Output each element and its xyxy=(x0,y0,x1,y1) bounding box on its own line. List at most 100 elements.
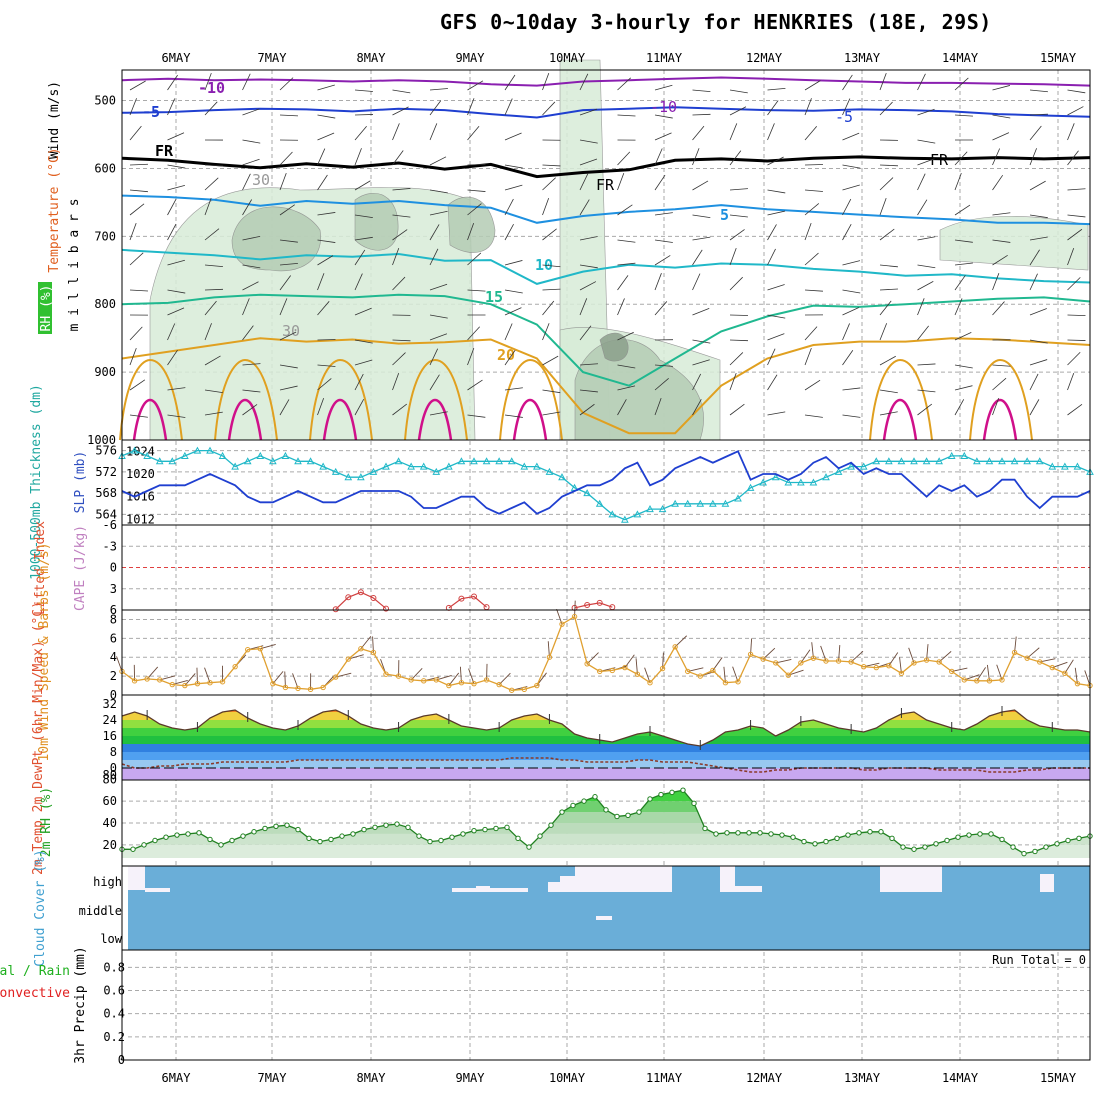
rh-point xyxy=(229,837,235,844)
wind-barb xyxy=(879,355,896,366)
thickness-point xyxy=(721,499,730,507)
thickness-tick: 576 xyxy=(95,444,117,458)
wind-speed-point xyxy=(785,672,791,678)
rh-point xyxy=(1065,837,1071,844)
wind-barb xyxy=(917,298,925,316)
rh-shade xyxy=(231,206,321,272)
date-label-bottom: 11MAY xyxy=(646,1071,683,1085)
wind-speed-point xyxy=(722,680,729,686)
wind-barb xyxy=(617,364,636,369)
wind-barb xyxy=(204,177,219,191)
thickness-point xyxy=(181,451,189,459)
wind-barb xyxy=(767,87,786,91)
wind-barb xyxy=(692,180,709,191)
thickness-point xyxy=(797,478,805,486)
wind-barb xyxy=(354,249,366,266)
temp-band xyxy=(122,696,1090,704)
wind-barb xyxy=(392,150,404,166)
wind-speed-point xyxy=(295,685,301,692)
wind-tick: 2 xyxy=(110,669,117,683)
rh-point xyxy=(438,837,444,844)
wind-barb xyxy=(879,264,898,268)
cloud-gap xyxy=(145,888,170,892)
pressure-tick: 1000 xyxy=(87,433,116,447)
wind-barb xyxy=(1067,89,1086,94)
wind-barb xyxy=(167,414,186,418)
wind-barb xyxy=(879,197,887,216)
cloud-gap xyxy=(575,866,672,892)
thickness-point xyxy=(1010,457,1019,465)
cloud-gap xyxy=(735,886,762,892)
li-tick: -6 xyxy=(103,518,117,532)
wind-speed-point xyxy=(131,678,138,684)
wind-barb xyxy=(917,363,936,366)
thickness-point xyxy=(646,505,654,513)
wind-barb xyxy=(579,236,598,241)
wind-barb xyxy=(317,301,330,316)
wind-barb xyxy=(542,288,561,291)
temp-contour-30 xyxy=(982,398,1018,441)
wind-tick: 6 xyxy=(110,631,117,645)
li-tick: -3 xyxy=(103,539,117,553)
thickness-point xyxy=(859,462,868,470)
slp-label: SLP (mb) xyxy=(73,451,88,514)
wind-barb xyxy=(279,298,288,316)
wind-barb xyxy=(504,289,523,294)
wind-barb xyxy=(167,289,186,294)
wind-barb xyxy=(767,411,786,416)
rh-point xyxy=(218,842,224,848)
wind-barb xyxy=(392,123,400,141)
wind-barb xyxy=(617,298,625,316)
contour-label: -10 xyxy=(650,98,677,116)
wind-barb xyxy=(729,89,748,94)
temp-band xyxy=(122,744,1090,752)
wind-speed-point xyxy=(546,654,553,660)
wind-barb xyxy=(954,364,973,369)
wind-barb xyxy=(992,254,1008,266)
wind-barb xyxy=(279,262,298,266)
wind-barb xyxy=(654,148,663,166)
thickness-point xyxy=(746,483,755,491)
wind-barb xyxy=(1029,249,1040,266)
rh-point xyxy=(955,834,961,840)
slp-tick: 1024 xyxy=(126,444,155,458)
rh-point xyxy=(812,841,818,847)
wind-barb xyxy=(542,164,561,167)
wind-barb xyxy=(167,223,177,241)
wind-barb xyxy=(392,214,411,218)
wind-barb xyxy=(1029,359,1048,366)
wind-barb xyxy=(129,98,137,116)
rh-point xyxy=(372,824,378,831)
wind-barb xyxy=(617,275,629,291)
wind-speed-point xyxy=(986,678,993,684)
wind-barb xyxy=(354,399,365,416)
wind-barb xyxy=(392,247,400,266)
lifted-index-line xyxy=(448,595,487,609)
pressure-tick: 500 xyxy=(94,94,116,108)
wind-speed-point xyxy=(471,680,477,687)
wind-barb xyxy=(242,73,251,91)
wind-barb xyxy=(579,173,589,191)
rh-tick: 40 xyxy=(103,816,117,830)
wind-barb xyxy=(692,307,710,316)
wind-barb xyxy=(504,184,523,191)
wind-barb xyxy=(204,73,212,91)
wind-barb xyxy=(204,264,223,268)
thickness-point xyxy=(759,478,767,486)
wind-barb xyxy=(804,379,821,391)
rh-point xyxy=(1043,844,1049,850)
wind-barb xyxy=(354,114,374,116)
wind-barb xyxy=(354,339,373,344)
wind-barb xyxy=(1067,214,1086,218)
wind-speed-point xyxy=(848,659,854,665)
wind-speed-panel xyxy=(116,600,1093,693)
rh-label: RH (%) xyxy=(39,285,54,332)
cloud-gap xyxy=(596,916,612,920)
wind-barb xyxy=(729,372,737,391)
contour-label: -5 xyxy=(835,108,853,126)
wind-barb xyxy=(129,252,144,266)
wind-barb xyxy=(692,125,705,141)
rh-point xyxy=(999,836,1005,843)
wind-barb xyxy=(842,414,861,418)
wind-barb xyxy=(242,298,250,316)
